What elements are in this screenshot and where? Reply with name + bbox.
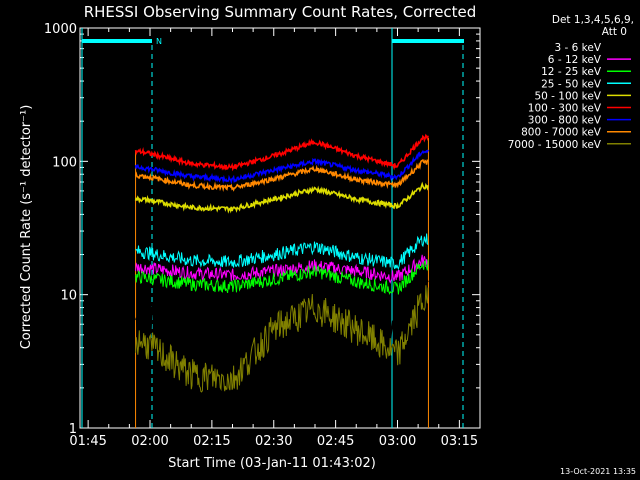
legend-header-line2: Att 0	[602, 26, 627, 38]
legend-label: 300 - 800 keV	[528, 115, 602, 127]
series-line	[134, 133, 429, 172]
x-tick-label: 02:00	[131, 434, 168, 449]
y-tick-label: 1	[69, 422, 77, 437]
plot-frame	[79, 27, 481, 429]
series-line	[134, 149, 429, 185]
legend-label: 100 - 300 keV	[528, 103, 602, 115]
series-line	[134, 158, 429, 192]
legend-label: 800 - 7000 keV	[521, 127, 602, 139]
x-axis: 01:45 02:00 02:15 02:30 02:45 03:00 03:15	[69, 28, 481, 449]
legend-label: 7000 - 15000 keV	[508, 139, 602, 151]
y-axis-label: Corrected Count Rate (s⁻¹ detector⁻¹)	[19, 105, 34, 350]
series-line	[135, 285, 429, 393]
y-tick-label: 1000	[44, 22, 77, 37]
legend-header-line1: Det 1,3,4,5,6,9,	[552, 14, 634, 26]
legend-label: 25 - 50 keV	[541, 78, 602, 90]
x-axis-label: Start Time (03-Jan-11 01:43:02)	[168, 456, 376, 471]
y-tick-label: 100	[52, 155, 77, 170]
legend-label: 12 - 25 keV	[541, 66, 602, 78]
x-tick-label: 02:15	[193, 434, 230, 449]
y-tick-label: 10	[60, 289, 77, 304]
series-line	[134, 181, 429, 214]
series-line	[135, 259, 429, 295]
plot-border	[79, 27, 481, 429]
legend-label: 6 - 12 keV	[548, 54, 602, 66]
x-tick-label: 02:45	[317, 434, 354, 449]
x-tick-label: 03:15	[441, 434, 478, 449]
x-tick-label: 03:00	[379, 434, 416, 449]
chart-title: RHESSI Observing Summary Count Rates, Co…	[84, 3, 477, 21]
series-line	[135, 254, 429, 284]
legend-label: 50 - 100 keV	[534, 90, 601, 102]
observation-markers: N	[81, 28, 464, 428]
timestamp: 13-Oct-2021 13:35	[560, 467, 636, 476]
series-lines	[134, 133, 429, 393]
y-axis: 1 10 100 1000	[44, 22, 480, 437]
x-tick-label: 01:45	[69, 434, 106, 449]
series-line	[135, 233, 429, 271]
night-flag: N	[156, 37, 162, 46]
x-tick-label: 02:30	[255, 434, 292, 449]
legend-label: 3 - 6 keV	[554, 42, 601, 54]
